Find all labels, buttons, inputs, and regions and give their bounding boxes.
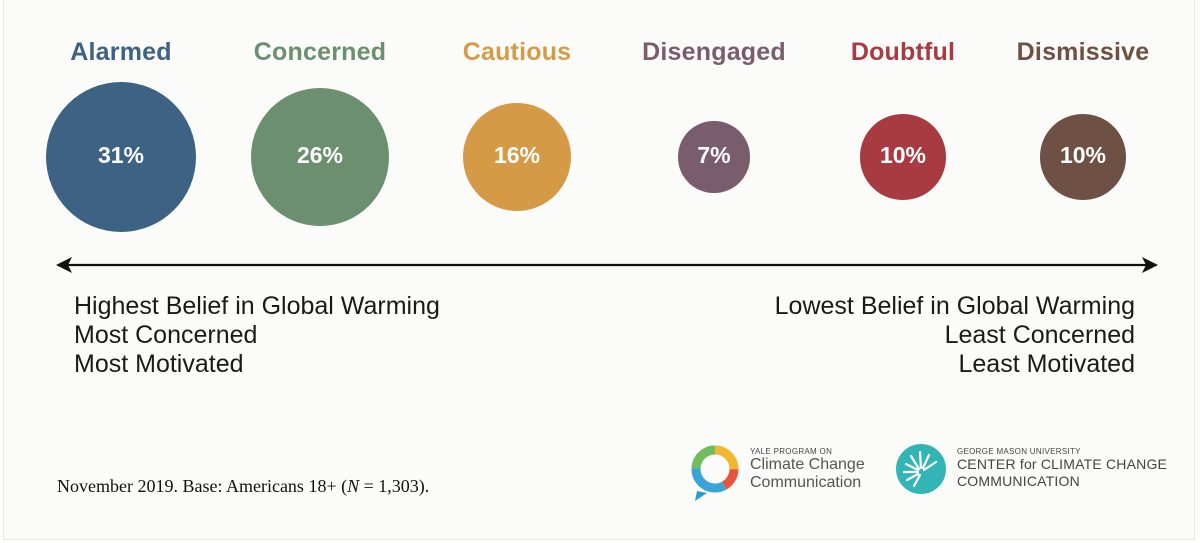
gmu-line-2: COMMUNICATION [957, 473, 1080, 489]
segment-label-doubtful: Doubtful [850, 38, 956, 66]
scale-right-line-1: Lowest Belief in Global Warming [774, 292, 1135, 320]
segment-percent-dismissive: 10% [1059, 142, 1107, 168]
segment-percent-alarmed: 31% [97, 142, 145, 168]
scale-left-description: Highest Belief in Global Warming Most Co… [74, 292, 440, 379]
gmu-small-label: GEORGE MASON UNIVERSITY [957, 447, 1081, 456]
scale-left-line-3: Most Motivated [74, 350, 244, 378]
belief-axis [56, 257, 1158, 273]
scale-right-line-3: Least Motivated [958, 350, 1136, 378]
segment-bubble-dismissive [1040, 114, 1126, 200]
axis-arrow-right [1142, 257, 1158, 273]
axis-arrow-left [56, 257, 72, 273]
scale-left-line-2: Most Concerned [74, 321, 258, 349]
yale-small-label: YALE PROGRAM ON [750, 447, 833, 456]
segment-bubble-alarmed [46, 82, 196, 232]
segment-label-concerned: Concerned [253, 38, 387, 66]
segment-percent-doubtful: 10% [879, 142, 927, 168]
segment-bubble-disengaged [678, 121, 750, 193]
footnote: November 2019. Base: Americans 18+ (N = … [57, 476, 429, 497]
segment-bubble-concerned [251, 88, 389, 226]
chart-frame: Alarmed 31% Concerned 26% Cautious 16% Disenga… [3, 0, 1195, 540]
gmu-center-wordmark: GEORGE MASON UNIVERSITY CENTER for CLIMA… [957, 447, 1167, 490]
yale-line-1: Climate Change [750, 456, 865, 473]
footnote-prefix: November 2019. Base: Americans 18+ ( [57, 476, 348, 496]
scale-right-line-2: Least Concerned [944, 321, 1135, 349]
scale-left-line-1: Highest Belief in Global Warming [74, 292, 440, 320]
segment-bubble-cautious [463, 103, 571, 211]
segment-label-dismissive: Dismissive [1016, 38, 1150, 66]
segment-percent-concerned: 26% [296, 142, 344, 168]
segment-percent-cautious: 16% [493, 142, 541, 168]
segment-percent-disengaged: 7% [697, 142, 731, 168]
yale-speech-bubble-logo [691, 445, 739, 501]
segment-label-cautious: Cautious [462, 38, 572, 66]
yale-program-wordmark: YALE PROGRAM ON Climate Change Communica… [750, 447, 865, 492]
segment-bubble-doubtful [860, 114, 946, 200]
segment-label-alarmed: Alarmed [70, 38, 172, 66]
gmu-starburst-logo [896, 444, 946, 494]
scale-right-description: Lowest Belief in Global Warming Least Co… [775, 292, 1135, 379]
footnote-suffix: = 1,303). [359, 476, 430, 496]
segment-label-disengaged: Disengaged [642, 38, 786, 66]
gmu-line-1: CENTER for CLIMATE CHANGE [957, 456, 1168, 472]
footnote-n-symbol: N [347, 476, 360, 496]
yale-line-2: Communication [750, 474, 862, 491]
